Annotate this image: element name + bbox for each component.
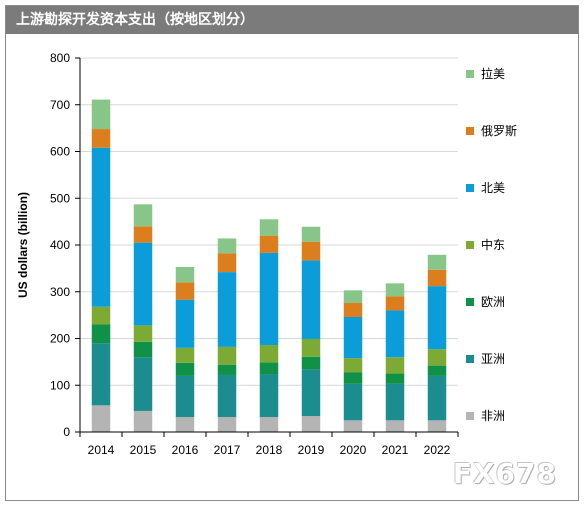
x-tick-label: 2022 <box>424 443 451 457</box>
bar-segment <box>133 204 153 227</box>
x-tick-label: 2019 <box>298 443 325 457</box>
bar-segment <box>217 272 237 347</box>
bar-segment <box>343 290 363 303</box>
bar-segment <box>427 254 447 270</box>
bar-segment <box>427 269 447 287</box>
y-tick-label: 200 <box>50 332 70 346</box>
bar-segment <box>217 417 237 432</box>
bar-segment <box>259 219 279 236</box>
bar-segment <box>175 417 195 432</box>
bar-segment <box>133 341 153 358</box>
legend-label: 俄罗斯 <box>481 124 517 138</box>
x-tick-label: 2015 <box>130 443 157 457</box>
bar-segment <box>343 316 363 359</box>
x-tick-label: 2021 <box>382 443 409 457</box>
bar-segment <box>217 364 237 375</box>
y-tick-label: 700 <box>50 98 70 112</box>
bar-segment <box>343 302 363 317</box>
bar-segment <box>217 374 237 418</box>
bar-segment <box>91 129 111 148</box>
legend-label: 北美 <box>481 181 505 195</box>
bar-segment <box>301 338 321 357</box>
bar-segment <box>175 282 195 300</box>
bar-segment <box>343 383 363 421</box>
bar-segment <box>343 420 363 432</box>
x-tick-label: 2017 <box>214 443 241 457</box>
bar-segment <box>301 226 321 242</box>
bar-segment <box>133 357 153 411</box>
legend-swatch <box>466 70 474 78</box>
legend-swatch <box>466 298 474 306</box>
bar-segment <box>301 369 321 417</box>
y-tick-label: 100 <box>50 378 70 392</box>
bar-segment <box>133 242 153 326</box>
bar-segment <box>217 253 237 273</box>
bar-segment <box>259 252 279 346</box>
legend-swatch <box>466 241 474 249</box>
bar-segment <box>343 372 363 384</box>
legend-swatch <box>466 412 474 420</box>
bar-segment <box>385 357 405 374</box>
bar-segment <box>91 306 111 325</box>
bar-segment <box>91 405 111 432</box>
x-tick-label: 2020 <box>340 443 367 457</box>
bar-segment <box>385 383 405 421</box>
bar-segment <box>301 260 321 339</box>
bar-segment <box>175 375 195 418</box>
bar-segment <box>91 324 111 344</box>
bar-segment <box>385 296 405 311</box>
legend-label: 非洲 <box>481 409 505 423</box>
legend-swatch <box>466 184 474 192</box>
bar-segment <box>175 347 195 363</box>
bar-segment <box>133 226 153 243</box>
y-tick-label: 800 <box>50 51 70 65</box>
y-tick-label: 0 <box>63 425 70 439</box>
bar-segment <box>175 299 195 348</box>
x-tick-label: 2018 <box>256 443 283 457</box>
bar-segment <box>259 417 279 432</box>
legend-label: 欧洲 <box>481 295 505 309</box>
bar-segment <box>91 99 111 130</box>
bar-segment <box>427 375 447 421</box>
bar-segment <box>259 235 279 253</box>
legend-label: 拉美 <box>481 66 505 81</box>
bar-segment <box>301 241 321 261</box>
bar-segment <box>259 374 279 418</box>
bar-segment <box>91 147 111 307</box>
y-tick-label: 500 <box>50 191 70 205</box>
bar-segment <box>259 345 279 363</box>
chart-title: 上游勘探开发资本支出（按地区划分） <box>6 6 578 34</box>
legend-swatch <box>466 355 474 363</box>
y-tick-label: 600 <box>50 145 70 159</box>
watermark-logo: FX678 <box>452 457 557 490</box>
bar-segment <box>175 362 195 376</box>
bar-segment <box>301 416 321 432</box>
bar-segment <box>385 310 405 358</box>
bar-segment <box>91 343 111 406</box>
legend-label: 中东 <box>481 237 505 252</box>
y-tick-label: 300 <box>50 285 70 299</box>
bar-segment <box>301 356 321 370</box>
bar-segment <box>385 283 405 297</box>
bar-segment <box>385 420 405 432</box>
bar-segment <box>385 373 405 384</box>
bar-segment <box>133 410 153 432</box>
x-tick-label: 2014 <box>88 443 115 457</box>
bar-segment <box>427 286 447 350</box>
y-tick-label: 400 <box>50 238 70 252</box>
bar-segment <box>175 266 195 283</box>
bar-segment <box>259 362 279 375</box>
bar-segment <box>217 238 237 254</box>
bar-segment <box>427 420 447 432</box>
y-axis-label: US dollars (billion) <box>16 192 30 298</box>
bar-segment <box>427 365 447 376</box>
legend-label: 亚洲 <box>481 352 505 366</box>
bar-segment <box>343 358 363 373</box>
bar-segment <box>217 346 237 365</box>
x-tick-label: 2016 <box>172 443 199 457</box>
legend-swatch <box>466 127 474 135</box>
bar-segment <box>427 349 447 366</box>
bar-segment <box>133 325 153 342</box>
